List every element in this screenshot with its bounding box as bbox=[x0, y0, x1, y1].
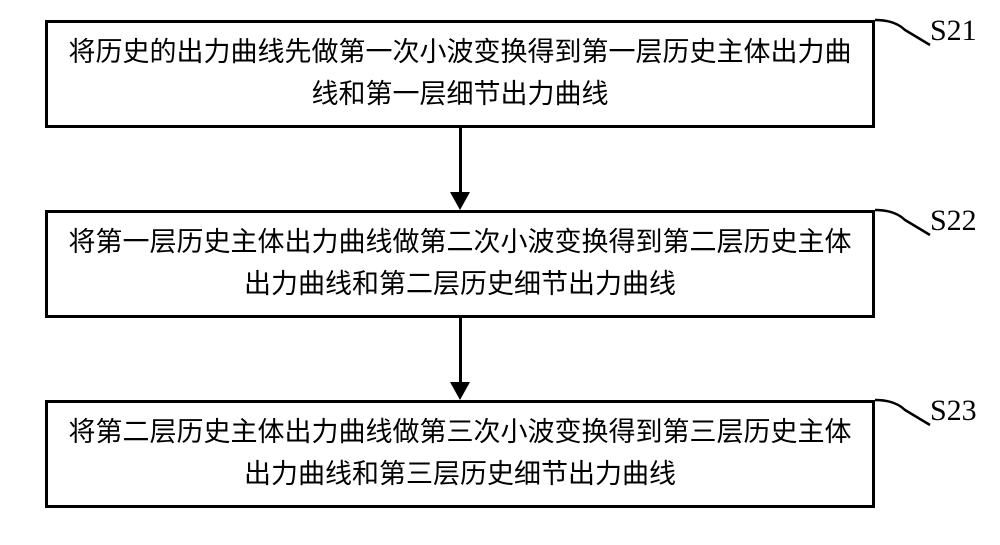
step-box-s23: 将第二层历史主体出力曲线做第三次小波变换得到第三层历史主体出力曲线和第三层历史细… bbox=[45, 400, 875, 508]
arrow-shaft-s22-s23 bbox=[459, 318, 462, 382]
arrow-shaft-s21-s22 bbox=[459, 128, 462, 192]
step-text-s21: 将历史的出力曲线先做第一次小波变换得到第一层历史主体出力曲线和第一层细节出力曲线 bbox=[66, 32, 854, 116]
step-label-s23: S23 bbox=[930, 394, 977, 428]
step-text-s22: 将第一层历史主体出力曲线做第二次小波变换得到第二层历史主体出力曲线和第二层历史细… bbox=[66, 222, 854, 306]
arrow-head-s22-s23 bbox=[450, 382, 470, 400]
step-box-s21: 将历史的出力曲线先做第一次小波变换得到第一层历史主体出力曲线和第一层细节出力曲线 bbox=[45, 20, 875, 128]
leader-s21 bbox=[875, 20, 930, 50]
flowchart-canvas: 将历史的出力曲线先做第一次小波变换得到第一层历史主体出力曲线和第一层细节出力曲线… bbox=[0, 0, 1000, 545]
step-label-s21: S21 bbox=[930, 14, 977, 48]
leader-s22 bbox=[875, 210, 930, 240]
step-box-s22: 将第一层历史主体出力曲线做第二次小波变换得到第二层历史主体出力曲线和第二层历史细… bbox=[45, 210, 875, 318]
step-label-s22: S22 bbox=[930, 204, 977, 238]
leader-s23 bbox=[875, 400, 930, 430]
step-text-s23: 将第二层历史主体出力曲线做第三次小波变换得到第三层历史主体出力曲线和第三层历史细… bbox=[66, 412, 854, 496]
arrow-head-s21-s22 bbox=[450, 192, 470, 210]
